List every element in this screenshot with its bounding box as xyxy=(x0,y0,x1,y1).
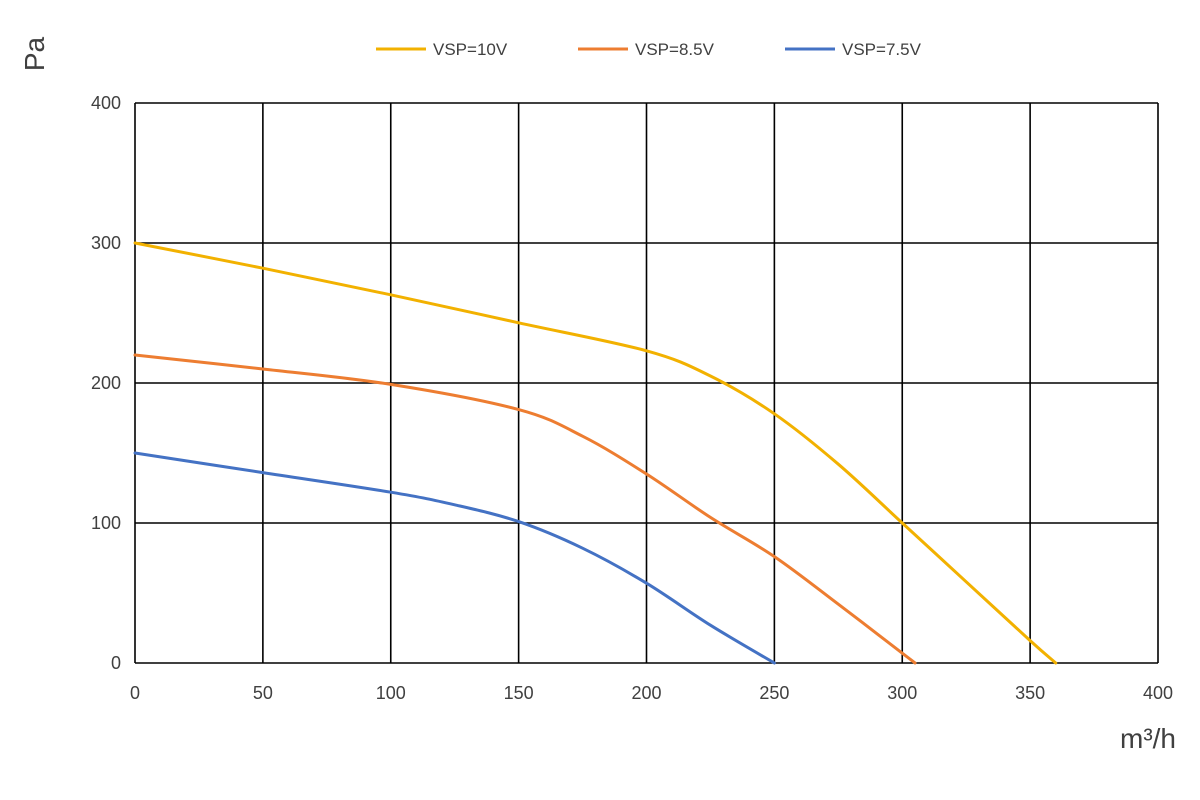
y-tick-label: 0 xyxy=(111,653,121,673)
x-tick-label: 200 xyxy=(631,683,661,703)
legend-item-2: VSP=8.5V xyxy=(578,40,715,59)
x-tick-label: 0 xyxy=(130,683,140,703)
legend-label: VSP=10V xyxy=(433,40,508,59)
y-tick-label: 200 xyxy=(91,373,121,393)
x-tick-label: 100 xyxy=(376,683,406,703)
legend-label: VSP=8.5V xyxy=(635,40,715,59)
legend-label: VSP=7.5V xyxy=(842,40,922,59)
tick-labels-layer: 0 50 100 150 200 250 300 350 400 0 100 200 300 400 xyxy=(91,93,1173,703)
x-axis-title: m³/h xyxy=(1120,723,1176,754)
series-line-3 xyxy=(133,451,776,665)
y-tick-label: 300 xyxy=(91,233,121,253)
grid-layer xyxy=(134,102,1159,664)
series-line-2 xyxy=(133,353,917,665)
x-tick-label: 300 xyxy=(887,683,917,703)
x-tick-label: 350 xyxy=(1015,683,1045,703)
x-tick-label: 50 xyxy=(253,683,273,703)
legend-item-1: VSP=10V xyxy=(376,40,508,59)
y-axis-title: Pa xyxy=(19,36,50,71)
x-tick-label: 400 xyxy=(1143,683,1173,703)
series-line-1 xyxy=(133,241,1058,665)
legend-item-3: VSP=7.5V xyxy=(785,40,922,59)
y-tick-label: 100 xyxy=(91,513,121,533)
series-layer xyxy=(133,241,1058,665)
x-tick-label: 250 xyxy=(759,683,789,703)
y-tick-label: 400 xyxy=(91,93,121,113)
x-tick-label: 150 xyxy=(504,683,534,703)
legend: VSP=10V VSP=8.5V VSP=7.5V xyxy=(376,40,922,59)
